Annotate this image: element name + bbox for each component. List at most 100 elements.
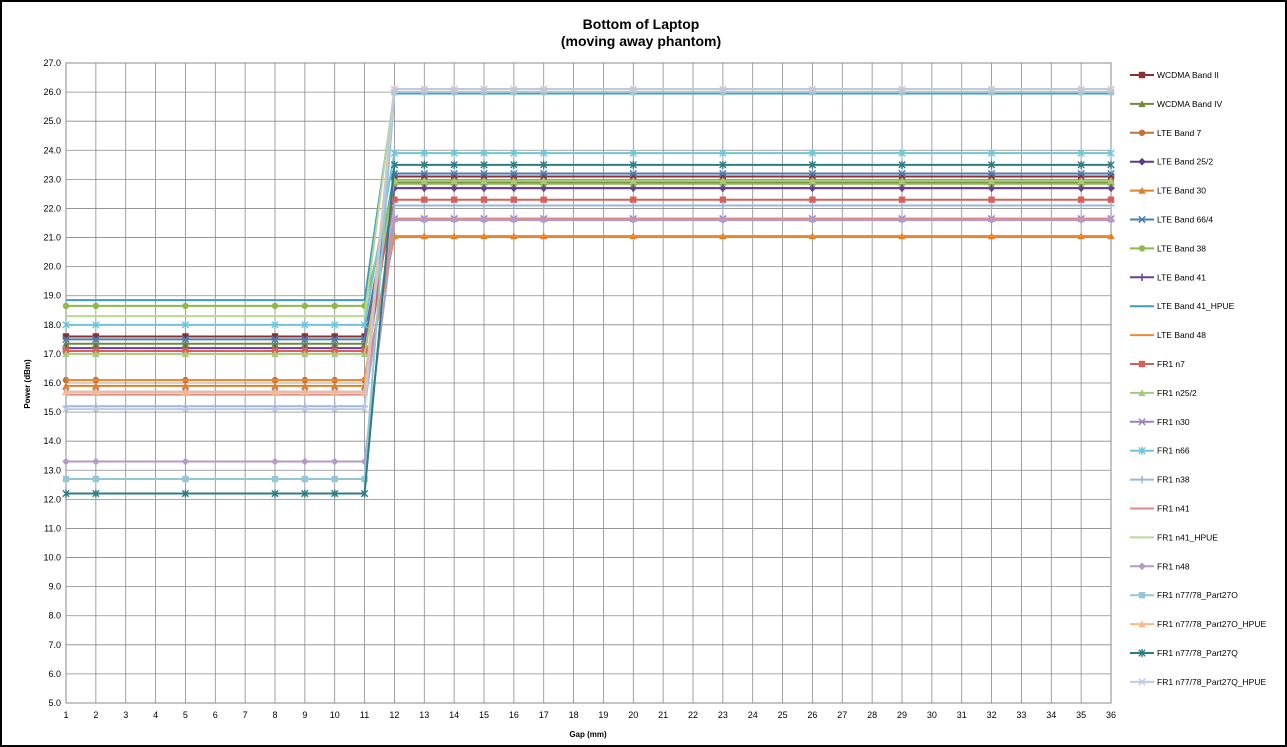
y-axis-ticks: 5.0 6.0 7.0 8.0 9.0 10.0 11.0 12.0 13.0 14.0 15.0 1…	[43, 58, 61, 708]
data-point	[898, 201, 906, 210]
legend-label: FR1 n77/78_Part27Q_HPUE	[1157, 677, 1266, 687]
data-point	[629, 177, 637, 185]
series-lte-band-30	[62, 232, 1115, 390]
data-point	[92, 388, 100, 395]
data-point	[988, 173, 995, 180]
legend-item: FR1 n25/2	[1130, 388, 1197, 398]
data-point	[62, 489, 70, 498]
data-point	[510, 196, 518, 203]
data-point	[271, 382, 279, 390]
x-tick-label: 19	[598, 710, 608, 720]
data-point	[1107, 216, 1115, 224]
y-tick-label: 6.0	[48, 669, 61, 679]
series-lte-band-25-2	[62, 184, 1115, 355]
data-point	[271, 388, 279, 395]
data-point	[62, 350, 70, 358]
data-point	[480, 149, 488, 158]
legend-label: FR1 n38	[1157, 475, 1190, 485]
data-point	[450, 149, 458, 158]
data-point	[301, 489, 309, 498]
x-tick-label: 10	[330, 710, 340, 720]
data-point	[271, 320, 279, 329]
legend-item: FR1 n41_HPUE	[1130, 532, 1218, 542]
data-point	[92, 382, 100, 390]
data-point	[390, 201, 399, 210]
legend-item: LTE Band 41	[1130, 272, 1206, 282]
series-fr1-n77-78-part27q	[62, 160, 1115, 498]
data-point	[1107, 184, 1115, 192]
series-line	[66, 217, 1111, 396]
legend-marker	[1138, 592, 1146, 599]
series-line	[66, 198, 1111, 352]
legend-marker	[1138, 215, 1146, 224]
data-point	[330, 405, 339, 413]
legend-item: FR1 n77/78_Part27Q_HPUE	[1130, 677, 1266, 687]
data-point	[390, 160, 399, 169]
legend-label: FR1 n41_HPUE	[1157, 532, 1218, 542]
data-point	[420, 169, 429, 178]
data-point	[1077, 177, 1085, 185]
data-point	[92, 335, 100, 344]
legend-marker	[1138, 446, 1146, 455]
data-point	[480, 196, 488, 203]
data-point	[510, 201, 518, 210]
legend-label: FR1 n77/78_Part27O	[1157, 590, 1238, 600]
series-line	[66, 179, 1111, 355]
data-point	[987, 160, 996, 169]
x-tick-label: 2	[93, 710, 98, 720]
data-point	[92, 405, 100, 413]
data-point	[62, 340, 70, 347]
series-line	[66, 88, 1111, 318]
data-point	[360, 489, 369, 498]
data-point	[181, 320, 190, 329]
data-point	[898, 85, 906, 93]
data-point	[719, 177, 727, 185]
legend-item: LTE Band 25/2	[1130, 157, 1213, 167]
legend-label: LTE Band 48	[1157, 330, 1206, 340]
legend-label: FR1 n41	[1157, 504, 1190, 514]
legend-marker	[1138, 418, 1146, 426]
data-point	[898, 160, 906, 169]
x-tick-label: 31	[957, 710, 967, 720]
data-point	[1107, 173, 1115, 180]
data-point	[331, 320, 339, 329]
data-point	[301, 335, 309, 344]
data-point	[182, 333, 189, 340]
data-point	[330, 335, 339, 344]
data-point	[181, 489, 190, 498]
data-point	[540, 201, 548, 210]
series-line	[66, 187, 1111, 352]
data-point	[510, 85, 518, 93]
data-point	[331, 350, 339, 358]
series-line	[66, 181, 1111, 345]
data-point	[510, 149, 518, 158]
data-point	[719, 216, 727, 224]
data-point	[480, 169, 488, 178]
data-point	[539, 85, 548, 93]
data-point	[1107, 169, 1115, 178]
data-point	[719, 85, 727, 93]
x-tick-label: 21	[658, 710, 668, 720]
data-point	[480, 173, 488, 180]
x-tick-label: 15	[479, 710, 489, 720]
data-point	[808, 216, 817, 224]
legend-label: LTE Band 41	[1157, 272, 1206, 282]
x-tick-label: 4	[153, 710, 158, 720]
chart-title: Bottom of Laptop	[583, 16, 700, 32]
data-point	[1107, 160, 1115, 169]
series-fr1-n25-2	[62, 177, 1115, 358]
legend-item: LTE Band 41_HPUE	[1130, 301, 1235, 311]
x-tick-label: 22	[688, 710, 698, 720]
data-point	[420, 177, 428, 185]
data-point	[629, 160, 637, 169]
data-point	[539, 169, 548, 178]
data-point	[808, 149, 817, 158]
data-point	[420, 184, 428, 192]
data-point	[898, 169, 906, 178]
data-point	[480, 201, 488, 210]
legend-marker	[1138, 273, 1146, 281]
series-fr1-n77-78-part27o	[62, 88, 1115, 483]
x-tick-label: 12	[389, 710, 399, 720]
data-point	[510, 177, 518, 185]
y-tick-label: 22.0	[43, 203, 61, 213]
